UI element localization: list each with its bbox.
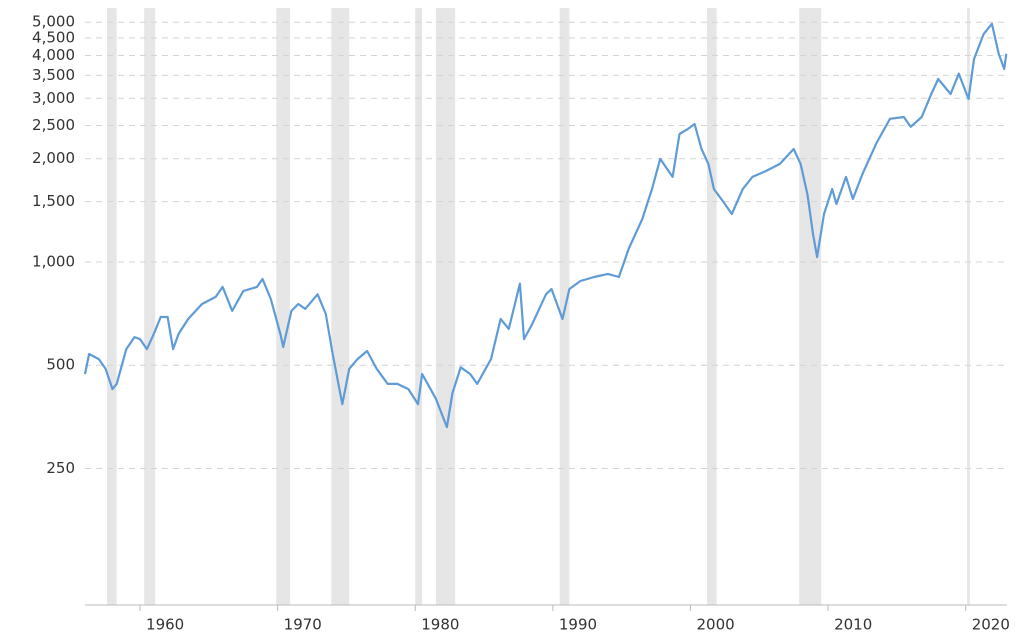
x-tick-label: 2020 (972, 616, 1010, 634)
x-tick-label: 1980 (421, 616, 459, 634)
recession-band (707, 8, 717, 605)
y-tick-label: 2,000 (32, 149, 75, 167)
y-tick-label: 250 (46, 459, 75, 477)
y-tick-label: 2,500 (32, 116, 75, 134)
y-tick-label: 3,500 (32, 66, 75, 84)
recession-band (415, 8, 423, 605)
recession-band (799, 8, 822, 605)
y-tick-label: 4,500 (32, 28, 75, 46)
y-tick-label: 3,000 (32, 89, 75, 107)
x-tick-label: 1990 (559, 616, 597, 634)
recession-band (276, 8, 291, 605)
recession-band (435, 8, 456, 605)
recession-band (144, 8, 156, 605)
y-tick-label: 4,000 (32, 46, 75, 64)
recession-band (331, 8, 350, 605)
recession-band (967, 8, 970, 605)
x-tick-label: 1970 (284, 616, 322, 634)
y-tick-label: 1,500 (32, 192, 75, 210)
data-line (83, 22, 1008, 429)
y-tick-label: 500 (46, 356, 75, 374)
x-tick-label: 1960 (146, 616, 184, 634)
y-tick-label: 1,000 (32, 252, 75, 270)
x-tick-label: 2000 (696, 616, 734, 634)
x-tick-label: 2010 (834, 616, 872, 634)
y-tick-label: 5,000 (32, 13, 75, 31)
recession-band (107, 8, 117, 605)
